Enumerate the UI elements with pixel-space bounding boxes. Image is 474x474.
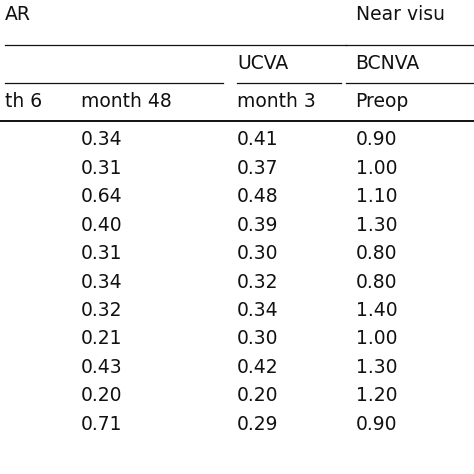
Text: month 48: month 48 xyxy=(81,92,171,111)
Text: 0.40: 0.40 xyxy=(81,216,122,235)
Text: 0.34: 0.34 xyxy=(237,301,279,320)
Text: 0.31: 0.31 xyxy=(81,159,122,178)
Text: 1.00: 1.00 xyxy=(356,159,397,178)
Text: UCVA: UCVA xyxy=(237,55,288,73)
Text: AR: AR xyxy=(5,5,31,24)
Text: 0.41: 0.41 xyxy=(237,130,279,149)
Text: 0.48: 0.48 xyxy=(237,187,279,206)
Text: 1.40: 1.40 xyxy=(356,301,397,320)
Text: 0.71: 0.71 xyxy=(81,415,122,434)
Text: 0.43: 0.43 xyxy=(81,358,122,377)
Text: 0.64: 0.64 xyxy=(81,187,122,206)
Text: 0.30: 0.30 xyxy=(237,244,279,263)
Text: 0.32: 0.32 xyxy=(81,301,122,320)
Text: 0.32: 0.32 xyxy=(237,273,279,292)
Text: 0.21: 0.21 xyxy=(81,329,122,348)
Text: Near visu: Near visu xyxy=(356,5,445,24)
Text: 1.30: 1.30 xyxy=(356,358,397,377)
Text: 0.80: 0.80 xyxy=(356,273,397,292)
Text: 0.42: 0.42 xyxy=(237,358,279,377)
Text: BCNVA: BCNVA xyxy=(356,55,420,73)
Text: 1.00: 1.00 xyxy=(356,329,397,348)
Text: 0.29: 0.29 xyxy=(237,415,279,434)
Text: 0.34: 0.34 xyxy=(81,130,122,149)
Text: 0.31: 0.31 xyxy=(81,244,122,263)
Text: 1.20: 1.20 xyxy=(356,386,397,405)
Text: 0.30: 0.30 xyxy=(237,329,279,348)
Text: 0.80: 0.80 xyxy=(356,244,397,263)
Text: th 6: th 6 xyxy=(5,92,42,111)
Text: 1.10: 1.10 xyxy=(356,187,397,206)
Text: 0.90: 0.90 xyxy=(356,130,397,149)
Text: month 3: month 3 xyxy=(237,92,316,111)
Text: 0.39: 0.39 xyxy=(237,216,279,235)
Text: 0.20: 0.20 xyxy=(81,386,122,405)
Text: Preop: Preop xyxy=(356,92,409,111)
Text: 0.34: 0.34 xyxy=(81,273,122,292)
Text: 0.20: 0.20 xyxy=(237,386,279,405)
Text: 0.37: 0.37 xyxy=(237,159,279,178)
Text: 0.90: 0.90 xyxy=(356,415,397,434)
Text: 1.30: 1.30 xyxy=(356,216,397,235)
